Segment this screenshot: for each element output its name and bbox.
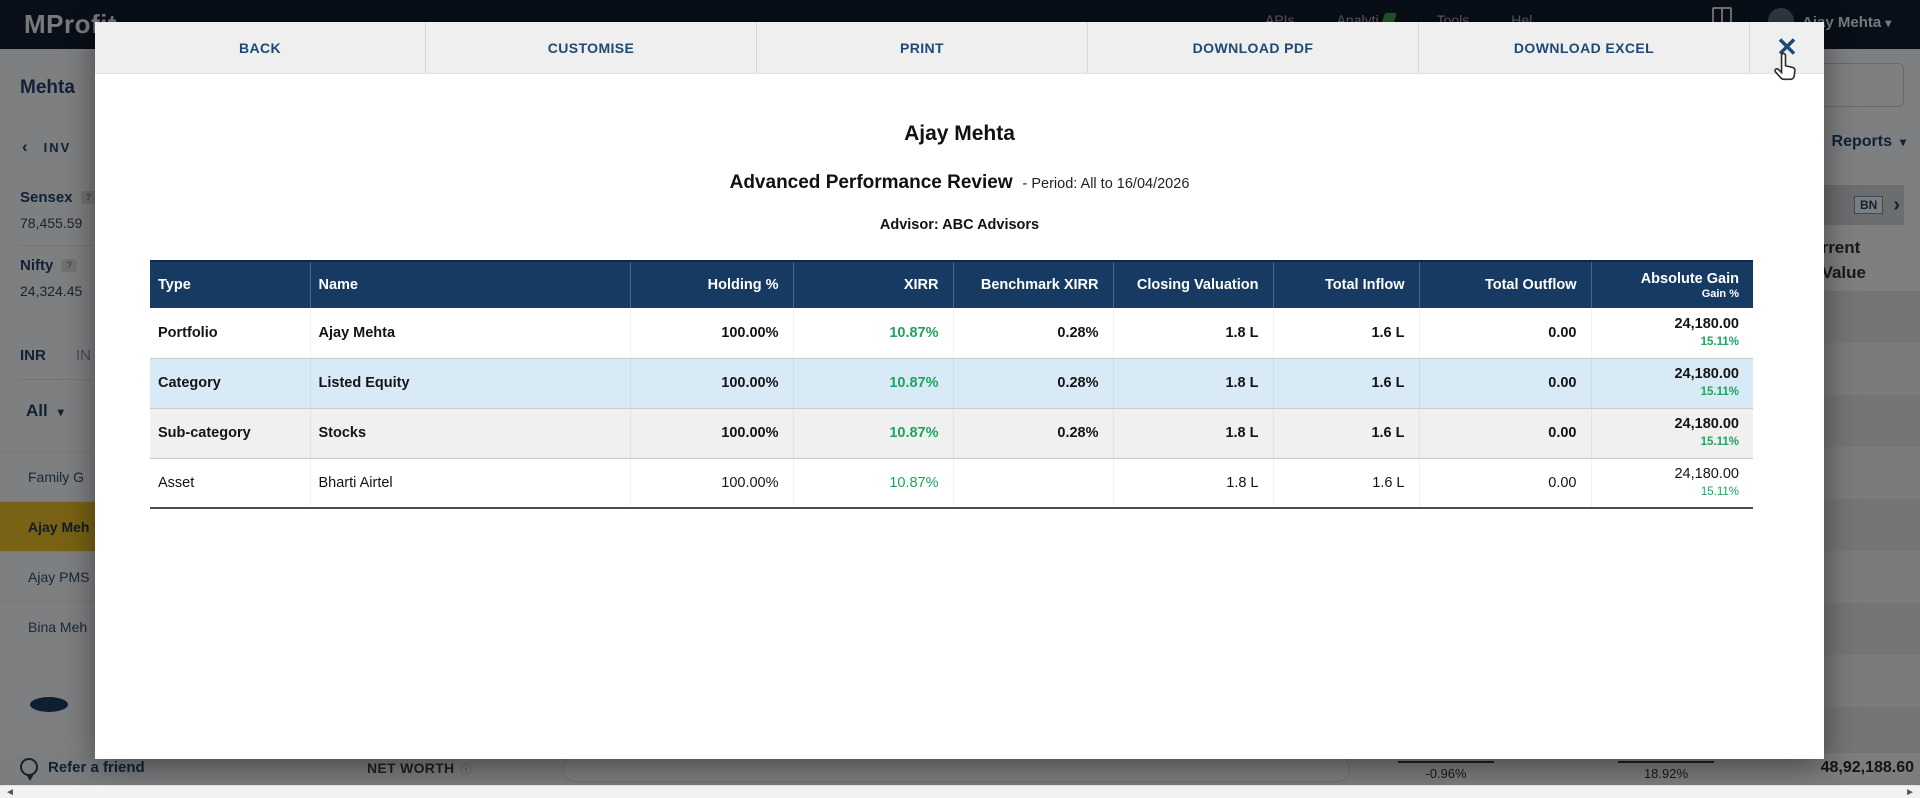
- report-portfolio-name: Ajay Mehta: [904, 122, 1015, 145]
- print-button[interactable]: PRINT: [757, 22, 1088, 73]
- report-advisor: Advisor: ABC Advisors: [879, 217, 1040, 233]
- table-row-category: Category Listed Equity 100.00% 10.87% 0.…: [150, 358, 1753, 409]
- col-total-outflow: Total Outflow: [1418, 260, 1591, 308]
- col-type: Type: [150, 260, 310, 308]
- scroll-left-icon[interactable]: ◄: [5, 787, 15, 798]
- table-row-subcategory: Sub-category Stocks 100.00% 10.87% 0.28%…: [150, 408, 1753, 459]
- horizontal-scrollbar[interactable]: ◄ ►: [0, 785, 1920, 798]
- performance-table: Type Name Holding % XIRR Benchmark XIRR …: [150, 260, 1753, 509]
- table-row-portfolio: Portfolio Ajay Mehta 100.00% 10.87% 0.28…: [150, 308, 1753, 359]
- col-total-inflow: Total Inflow: [1272, 260, 1419, 308]
- col-holding: Holding %: [629, 260, 793, 308]
- download-excel-button[interactable]: DOWNLOAD EXCEL: [1419, 22, 1750, 73]
- report-body: Ajay Mehta Advanced Performance Review -…: [95, 122, 1824, 509]
- report-toolbar: BACK CUSTOMISE PRINT DOWNLOAD PDF DOWNLO…: [95, 22, 1824, 74]
- col-closing-valuation: Closing Valuation: [1112, 260, 1273, 308]
- back-button[interactable]: BACK: [95, 22, 426, 73]
- close-icon[interactable]: ✕: [1776, 32, 1798, 62]
- col-absolute-gain: Absolute Gain Gain %: [1590, 260, 1753, 308]
- col-name: Name: [309, 260, 630, 308]
- report-preview-modal: BACK CUSTOMISE PRINT DOWNLOAD PDF DOWNLO…: [95, 22, 1824, 759]
- report-heading: Advanced Performance Review - Period: Al…: [95, 172, 1824, 194]
- table-row-asset: Asset Bharti Airtel 100.00% 10.87% 1.8 L…: [150, 458, 1753, 509]
- col-xirr: XIRR: [792, 260, 953, 308]
- customise-button[interactable]: CUSTOMISE: [426, 22, 757, 73]
- table-header-row: Type Name Holding % XIRR Benchmark XIRR …: [150, 260, 1753, 308]
- report-period: - Period: All to 16/04/2026: [1022, 176, 1190, 192]
- download-pdf-button[interactable]: DOWNLOAD PDF: [1088, 22, 1419, 73]
- col-benchmark-xirr: Benchmark XIRR: [952, 260, 1113, 308]
- scroll-right-icon[interactable]: ►: [1905, 787, 1915, 798]
- report-title: Advanced Performance Review: [729, 172, 1013, 193]
